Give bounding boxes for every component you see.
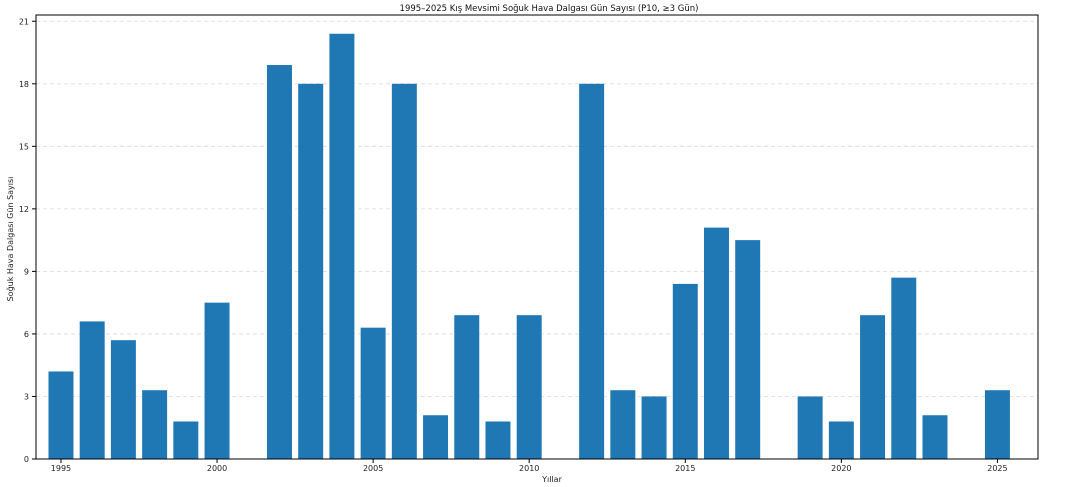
x-tick-label: 1995 bbox=[51, 464, 71, 473]
y-tick-label: 6 bbox=[24, 330, 29, 339]
bar-2015 bbox=[672, 283, 698, 459]
y-axis-label: Soğuk Hava Dalgası Gün Sayısı bbox=[6, 177, 15, 302]
y-tick-label: 18 bbox=[19, 80, 29, 89]
bar-2006 bbox=[391, 83, 417, 460]
bar-2022 bbox=[891, 277, 917, 459]
bar-2010 bbox=[516, 315, 542, 459]
y-tick-label: 21 bbox=[19, 17, 29, 26]
bar-2002 bbox=[266, 65, 292, 459]
bar-2017 bbox=[735, 240, 761, 459]
bar-2005 bbox=[360, 327, 386, 459]
bar-2004 bbox=[329, 33, 355, 460]
bar-2025 bbox=[984, 390, 1010, 459]
bar-2007 bbox=[423, 415, 449, 459]
bar-layer bbox=[48, 33, 1010, 460]
x-tick-label: 2015 bbox=[675, 464, 695, 473]
chart-title: 1995–2025 Kış Mevsimi Soğuk Hava Dalgası… bbox=[400, 4, 699, 14]
x-tick-label: 2000 bbox=[207, 464, 227, 473]
axis-layer: 0 3 6 9 12 15 18 21 1995 2000 2005 2010 2015 2020 2025 bbox=[19, 14, 1039, 473]
y-tick-label: 0 bbox=[24, 455, 29, 464]
bar-2012 bbox=[579, 83, 605, 460]
bar-1995 bbox=[48, 371, 74, 459]
bar-2019 bbox=[797, 396, 823, 459]
y-tick-label: 3 bbox=[24, 392, 29, 401]
x-tick-label: 2005 bbox=[363, 464, 383, 473]
bar-2000 bbox=[204, 302, 230, 459]
bar-2009 bbox=[485, 421, 511, 459]
bar-2020 bbox=[828, 421, 854, 459]
bar-2003 bbox=[298, 83, 324, 460]
bar-1996 bbox=[79, 321, 105, 459]
bar-2021 bbox=[860, 315, 886, 459]
x-axis-label: Yıllar bbox=[541, 475, 562, 484]
bar-2023 bbox=[922, 415, 948, 459]
x-tick-label: 2025 bbox=[987, 464, 1007, 473]
bar-1999 bbox=[173, 421, 199, 459]
bar-1998 bbox=[142, 390, 168, 459]
y-tick-label: 12 bbox=[19, 205, 29, 214]
plot-frame bbox=[35, 14, 1039, 460]
y-tick-label: 15 bbox=[19, 142, 29, 151]
bar-2013 bbox=[610, 390, 636, 459]
x-tick-label: 2020 bbox=[831, 464, 851, 473]
y-tick-label: 9 bbox=[24, 267, 29, 276]
bar-2008 bbox=[454, 315, 480, 459]
bar-2016 bbox=[704, 227, 729, 459]
bar-2014 bbox=[641, 396, 667, 459]
x-tick-label: 2010 bbox=[519, 464, 539, 473]
bar-1997 bbox=[110, 340, 136, 459]
